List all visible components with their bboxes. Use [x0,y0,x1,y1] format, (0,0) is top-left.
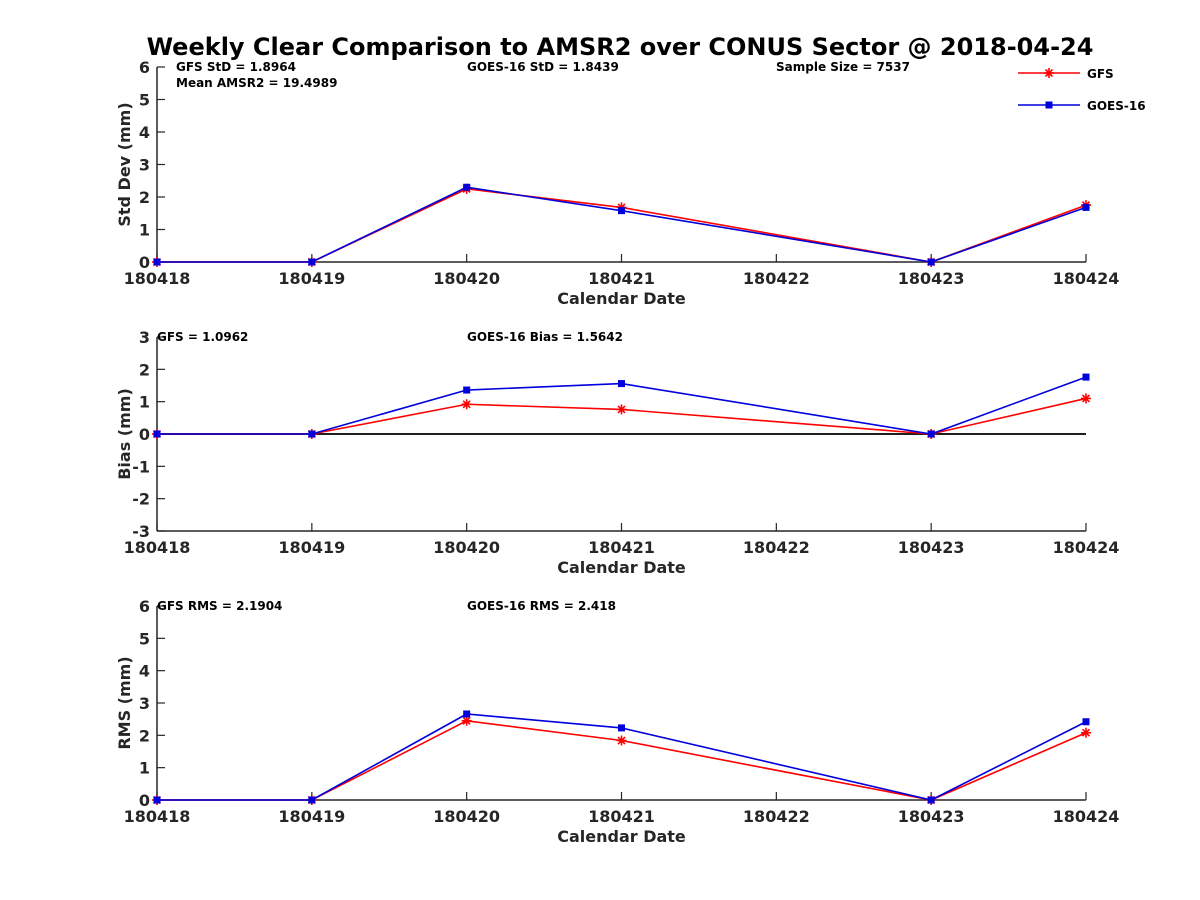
y-axis-title: RMS (mm) [115,656,134,749]
chart-panel-2: -3 -2 -1 0 1 2 3 180418 180419 180420 180421 180422… [115,328,1119,577]
x-tick-label: 180423 [898,538,965,557]
stat-annotation: GOES-16 Bias = 1.5642 [467,330,623,344]
x-tick-label: 180424 [1053,269,1120,288]
stat-annotation: GFS RMS = 2.1904 [157,599,282,613]
stat-annotation: Sample Size = 7537 [776,60,910,74]
chart-panel-1: 0 1 2 3 4 5 6 180418 180419 180420 180421 180422 180… [115,58,1119,308]
data-point-goes16 [308,258,316,266]
y-tick-label: 2 [139,360,150,379]
series-line-goes-16 [157,713,1087,801]
y-axis-title: Bias (mm) [115,388,134,480]
y-tick-label: 3 [139,156,150,175]
data-point-goes16 [927,796,935,804]
x-tick-label: 180423 [898,269,965,288]
x-axis-title: Calendar Date [557,289,686,308]
y-tick-label: 3 [139,328,150,347]
y-tick-label: 2 [139,726,150,745]
data-point-goes16 [308,796,316,804]
data-point-goes16 [153,430,161,438]
data-point-goes16 [618,724,625,732]
chart-panel-3: 0 1 2 3 4 5 6 180418 180419 180420 180421 180422 180… [115,597,1119,846]
series-line-goes-16 [157,186,1087,263]
stat-annotation: GFS StD = 1.8964 [176,60,296,74]
legend-entry-goes-16: GOES-16 [1018,99,1146,113]
y-tick-label: 1 [139,393,150,412]
y-tick-label: 5 [139,629,150,648]
data-point-gfs [1081,393,1091,404]
x-axis-title: Calendar Date [557,558,686,577]
data-point-goes16 [618,380,625,388]
series-line-goes-16 [157,376,1087,435]
x-tick-label: 180421 [588,807,655,826]
legend-entry-gfs: GFS [1018,67,1114,81]
series-line-gfs [157,188,1087,263]
data-point-goes16 [463,183,471,191]
x-tick-label: 180420 [433,269,500,288]
x-tick-label: 180422 [743,538,810,557]
data-point-gfs [461,715,472,726]
data-point-goes16 [927,430,935,438]
data-point-gfs [616,404,627,415]
y-tick-label: -3 [132,522,150,541]
x-tick-label: 180422 [743,807,810,826]
y-tick-label: 1 [139,759,150,778]
stat-annotation: GOES-16 RMS = 2.418 [467,599,616,613]
data-point-goes16 [463,710,471,718]
x-tick-label: 180421 [588,538,655,557]
y-tick-label: 3 [139,694,150,713]
data-point-goes16 [618,207,625,215]
chart-panels: 0 1 2 3 4 5 6 180418 180419 180420 180421 180422 180… [115,58,1119,846]
y-tick-label: 1 [139,221,150,240]
y-tick-label: 4 [139,123,150,142]
stat-annotation: GFS = 1.0962 [157,330,248,344]
x-tick-label: 180419 [278,269,345,288]
legend-label: GFS [1087,67,1114,81]
chart-title: Weekly Clear Comparison to AMSR2 over CO… [147,33,1094,61]
y-tick-label: 6 [139,58,150,77]
x-tick-label: 180424 [1053,538,1120,557]
legend-label: GOES-16 [1087,99,1146,113]
legend-marker [1045,101,1053,109]
y-tick-label: 0 [139,253,150,272]
data-point-goes16 [927,258,935,266]
series-line-gfs [157,719,1087,801]
data-point-goes16 [308,430,316,438]
data-point-goes16 [153,796,161,804]
data-point-goes16 [1082,203,1090,211]
data-point-gfs [616,735,627,746]
data-point-gfs [1081,727,1091,738]
x-tick-label: 180419 [278,538,345,557]
y-tick-label: -1 [132,457,150,476]
x-axis-title: Calendar Date [557,827,686,846]
stat-annotation: GOES-16 StD = 1.8439 [467,60,619,74]
stat-annotation: Mean AMSR2 = 19.4989 [176,76,337,90]
y-tick-label: 4 [139,662,150,681]
x-tick-label: 180422 [743,269,810,288]
x-tick-label: 180421 [588,269,655,288]
x-tick-label: 180418 [124,269,191,288]
y-axis-title: Std Dev (mm) [115,102,134,226]
data-point-goes16 [153,258,161,266]
x-tick-label: 180424 [1053,807,1120,826]
x-tick-label: 180420 [433,538,500,557]
x-tick-label: 180418 [124,807,191,826]
legend: GFS GOES-16 [1018,67,1146,113]
y-tick-label: 2 [139,188,150,207]
legend-marker [1044,68,1054,78]
y-tick-label: 0 [139,425,150,444]
x-tick-label: 180419 [278,807,345,826]
y-tick-label: 6 [139,597,150,616]
y-tick-label: 0 [139,791,150,810]
x-tick-label: 180420 [433,807,500,826]
x-tick-label: 180418 [124,538,191,557]
data-point-gfs [461,399,472,410]
y-tick-label: -2 [132,490,150,509]
data-point-goes16 [1082,718,1090,726]
x-tick-label: 180423 [898,807,965,826]
data-point-goes16 [463,386,471,394]
y-tick-label: 5 [139,91,150,110]
data-point-goes16 [1082,373,1090,381]
